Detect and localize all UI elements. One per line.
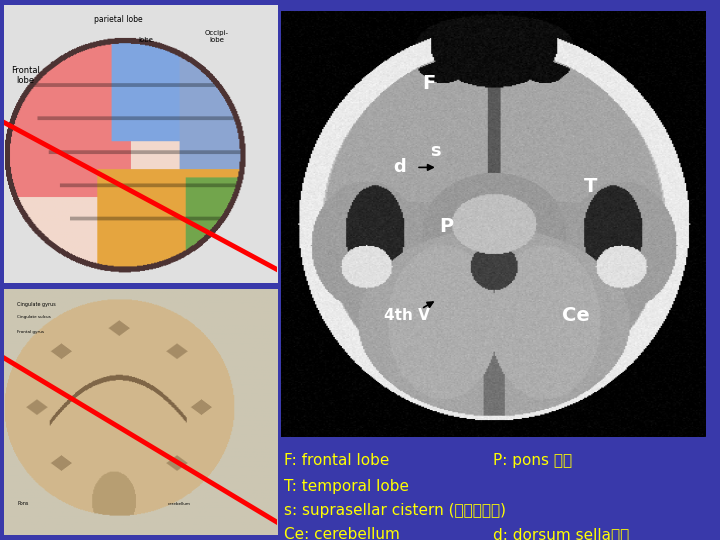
- Text: T: temporal lobe: T: temporal lobe: [284, 478, 410, 494]
- Text: Frontal gyrus: Frontal gyrus: [17, 330, 45, 334]
- Text: Occipi-
lobe: Occipi- lobe: [205, 30, 229, 43]
- Text: parietal lobe: parietal lobe: [94, 15, 143, 24]
- Text: Cingulate sulcus: Cingulate sulcus: [17, 315, 51, 319]
- Text: d: dorsum sella韍背: d: dorsum sella韍背: [493, 527, 629, 540]
- Text: P: P: [439, 217, 454, 237]
- Text: Cingulate gyrus: Cingulate gyrus: [17, 302, 56, 307]
- Text: T: T: [584, 177, 597, 196]
- Text: lobe: lobe: [138, 37, 153, 43]
- Text: P: pons 橋腦: P: pons 橋腦: [493, 453, 572, 468]
- Text: 4th V: 4th V: [384, 308, 430, 323]
- Text: s: suprasellar cistern (磱鷦上腦池): s: suprasellar cistern (磱鷦上腦池): [284, 503, 506, 518]
- Text: Frontal
lobe: Frontal lobe: [11, 66, 40, 85]
- Text: Ce: Ce: [562, 306, 590, 326]
- Text: s: s: [431, 142, 441, 160]
- Text: Ce: cerebellum: Ce: cerebellum: [284, 527, 400, 540]
- Text: d: d: [393, 158, 406, 177]
- Text: cerebellum: cerebellum: [168, 502, 191, 506]
- Text: F: F: [422, 74, 435, 93]
- Text: F: frontal lobe: F: frontal lobe: [284, 453, 390, 468]
- Text: Pons: Pons: [17, 501, 29, 506]
